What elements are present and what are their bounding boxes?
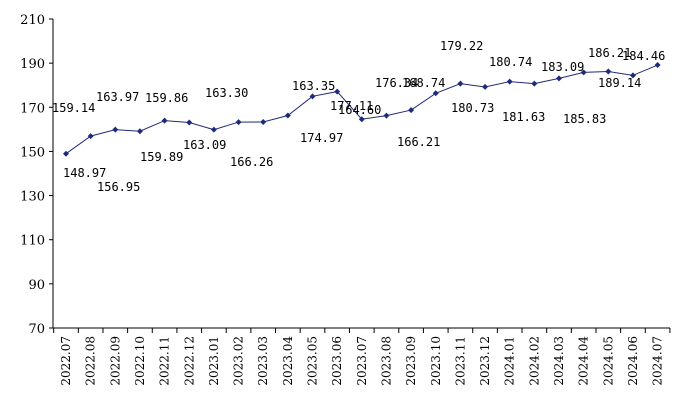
data-point bbox=[210, 126, 217, 133]
data-label: 184.46 bbox=[622, 49, 665, 63]
data-point bbox=[383, 112, 390, 119]
data-label: 180.74 bbox=[489, 55, 532, 69]
data-label: 185.83 bbox=[563, 112, 606, 126]
data-point bbox=[605, 68, 612, 75]
data-point bbox=[334, 88, 341, 95]
y-tick-label: 170 bbox=[20, 101, 45, 116]
data-label: 166.26 bbox=[230, 155, 273, 169]
x-tick-label: 2022.11 bbox=[158, 336, 172, 386]
data-label: 166.21 bbox=[397, 135, 440, 149]
data-label: 159.14 bbox=[52, 101, 95, 115]
data-label: 163.09 bbox=[183, 138, 226, 152]
data-label: 159.89 bbox=[140, 150, 183, 164]
x-tick-label: 2023.01 bbox=[207, 336, 221, 386]
data-point bbox=[186, 119, 193, 126]
y-tick-label: 110 bbox=[20, 234, 45, 249]
data-point bbox=[506, 78, 513, 85]
x-tick-label: 2024.01 bbox=[503, 336, 517, 386]
data-label: 159.86 bbox=[145, 91, 188, 105]
data-point bbox=[63, 150, 69, 157]
data-label: 174.97 bbox=[300, 131, 343, 145]
x-tick-label: 2023.07 bbox=[355, 336, 369, 386]
data-label: 179.22 bbox=[440, 39, 483, 53]
x-tick-label: 2024.06 bbox=[626, 336, 640, 386]
data-label: 189.14 bbox=[598, 76, 641, 90]
y-tick-label: 130 bbox=[20, 190, 45, 205]
x-tick-label: 2022.12 bbox=[182, 336, 196, 386]
axes: 70 90 110 130 150 170 190 210 2022.07 2022.08 2022… bbox=[20, 13, 671, 386]
data-point bbox=[284, 112, 291, 119]
x-tick-label: 2023.12 bbox=[478, 336, 492, 386]
data-point bbox=[432, 90, 439, 97]
data-point bbox=[260, 118, 267, 125]
data-label: 186.21 bbox=[588, 46, 631, 60]
x-tick-label: 2023.08 bbox=[379, 336, 393, 386]
data-label: 181.63 bbox=[502, 110, 545, 124]
data-point bbox=[235, 119, 242, 126]
data-label: 180.73 bbox=[451, 101, 494, 115]
x-tick-label: 2024.04 bbox=[577, 336, 591, 386]
data-point bbox=[531, 80, 538, 87]
x-tick-label: 2023.10 bbox=[429, 336, 443, 386]
data-label: 148.97 bbox=[63, 166, 106, 180]
data-point bbox=[87, 133, 94, 140]
data-point bbox=[482, 83, 489, 90]
x-tick-label: 2023.05 bbox=[306, 336, 320, 386]
data-label: 156.95 bbox=[97, 180, 140, 194]
data-point bbox=[408, 107, 415, 114]
data-label: 183.09 bbox=[541, 60, 584, 74]
data-point bbox=[580, 69, 587, 76]
data-label: 164.60 bbox=[338, 103, 381, 117]
y-tick-label: 210 bbox=[20, 13, 45, 28]
data-label: 163.97 bbox=[96, 90, 139, 104]
data-label: 177.11 bbox=[330, 99, 373, 113]
y-tick-label: 150 bbox=[20, 145, 45, 160]
data-point bbox=[556, 75, 562, 82]
x-tick-label: 2023.09 bbox=[404, 336, 418, 386]
x-tick-label: 2024.05 bbox=[601, 336, 615, 386]
data-point bbox=[136, 128, 143, 135]
y-tick-label: 190 bbox=[20, 57, 45, 72]
x-tick-label: 2023.03 bbox=[256, 336, 270, 386]
data-point bbox=[161, 117, 168, 124]
x-tick-label: 2022.08 bbox=[84, 336, 98, 386]
data-point bbox=[309, 93, 316, 100]
x-tick-label: 2023.04 bbox=[281, 336, 295, 386]
x-tick-label: 2024.07 bbox=[651, 336, 665, 386]
x-tick-label: 2022.10 bbox=[133, 336, 147, 386]
x-tick-label: 2024.02 bbox=[527, 336, 541, 386]
series bbox=[63, 62, 661, 157]
x-tick-label: 2023.06 bbox=[330, 336, 344, 386]
x-tick-label: 2022.07 bbox=[59, 336, 73, 386]
data-label: 176.34 bbox=[375, 76, 418, 90]
x-tick-label: 2023.02 bbox=[232, 336, 246, 386]
data-label: 168.74 bbox=[402, 76, 445, 90]
data-point bbox=[112, 126, 119, 133]
data-point bbox=[654, 62, 661, 69]
data-point bbox=[358, 116, 365, 123]
y-tick-label: 90 bbox=[28, 278, 45, 293]
data-label: 163.30 bbox=[205, 86, 248, 100]
data-point bbox=[457, 80, 464, 87]
data-label: 163.35 bbox=[292, 79, 335, 93]
y-tick-label: 70 bbox=[28, 322, 45, 337]
x-tick-label: 2023.11 bbox=[453, 336, 467, 386]
x-tick-label: 2022.09 bbox=[108, 336, 122, 386]
data-point bbox=[629, 72, 636, 79]
x-tick-label: 2024.03 bbox=[552, 336, 566, 386]
